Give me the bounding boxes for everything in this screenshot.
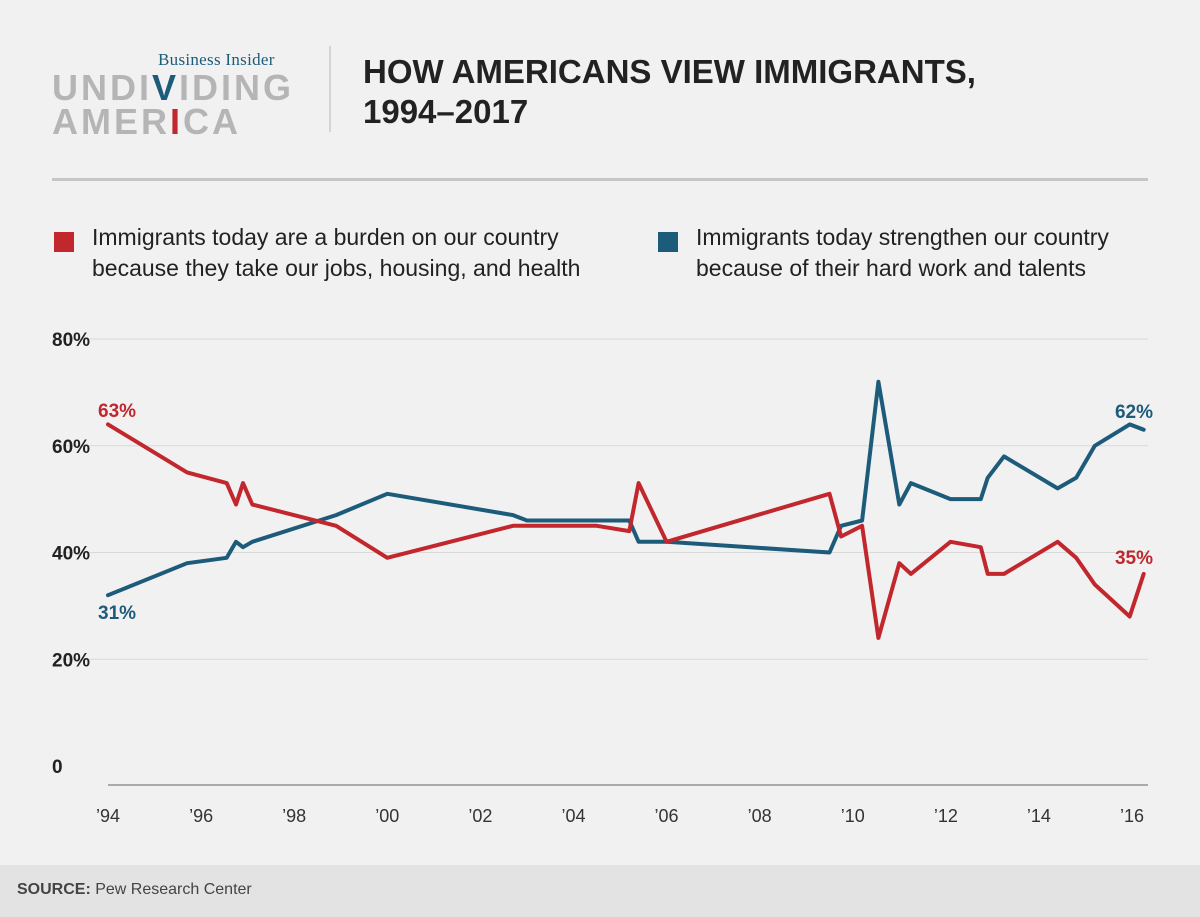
title-rule xyxy=(52,178,1148,181)
logo-line-1: UNDIVIDING xyxy=(52,67,295,108)
x-tick-label-2012: ’12 xyxy=(934,806,958,826)
x-tick-label-1998: ’98 xyxy=(282,806,306,826)
chart-title: HOW AMERICANS VIEW IMMIGRANTS, 1994–2017 xyxy=(363,53,976,130)
logo-line-2: AMERICA xyxy=(52,101,242,142)
data-label-strengthen-start: 31% xyxy=(98,603,136,624)
data-label-strengthen-end: 62% xyxy=(1115,402,1153,423)
publisher-name: Business Insider xyxy=(158,50,275,69)
source-note: SOURCE: Pew Research Center xyxy=(17,881,252,898)
source-footer: SOURCE: Pew Research Center xyxy=(0,865,1200,917)
brand-logo: Business Insider UNDIVIDING AMERICA xyxy=(52,48,302,142)
x-tick-label-1994: ’94 xyxy=(96,806,120,826)
y-tick-label-20: 20% xyxy=(52,650,90,671)
data-label-burden-end: 35% xyxy=(1115,548,1153,569)
x-tick-label-2008: ’08 xyxy=(748,806,772,826)
x-tick-label-2010: ’10 xyxy=(841,806,865,826)
x-tick-label-1996: ’96 xyxy=(189,806,213,826)
x-tick-label-2006: ’06 xyxy=(655,806,679,826)
y-tick-label-80: 80% xyxy=(52,330,90,351)
data-label-burden-start: 63% xyxy=(98,401,136,422)
legend-label-strengthen: Immigrants today strengthen our country … xyxy=(696,224,1109,281)
header-divider xyxy=(329,46,331,132)
legend-swatch-strengthen xyxy=(658,232,678,252)
y-tick-label-60: 60% xyxy=(52,437,90,458)
x-tick-label-2016: ’16 xyxy=(1120,806,1144,826)
series-line-strengthen xyxy=(106,379,1146,598)
x-tick-label-2000: ’00 xyxy=(375,806,399,826)
x-tick-label-2014: ’14 xyxy=(1027,806,1051,826)
series-line-burden xyxy=(106,422,1146,640)
y-tick-label-40: 40% xyxy=(52,544,90,565)
x-tick-label-2004: ’04 xyxy=(561,806,585,826)
legend-label-burden: Immigrants today are a burden on our cou… xyxy=(92,224,581,281)
y-tick-label-0: 0 xyxy=(52,757,63,778)
x-tick-label-2002: ’02 xyxy=(468,806,492,826)
legend-swatch-burden xyxy=(54,232,74,252)
